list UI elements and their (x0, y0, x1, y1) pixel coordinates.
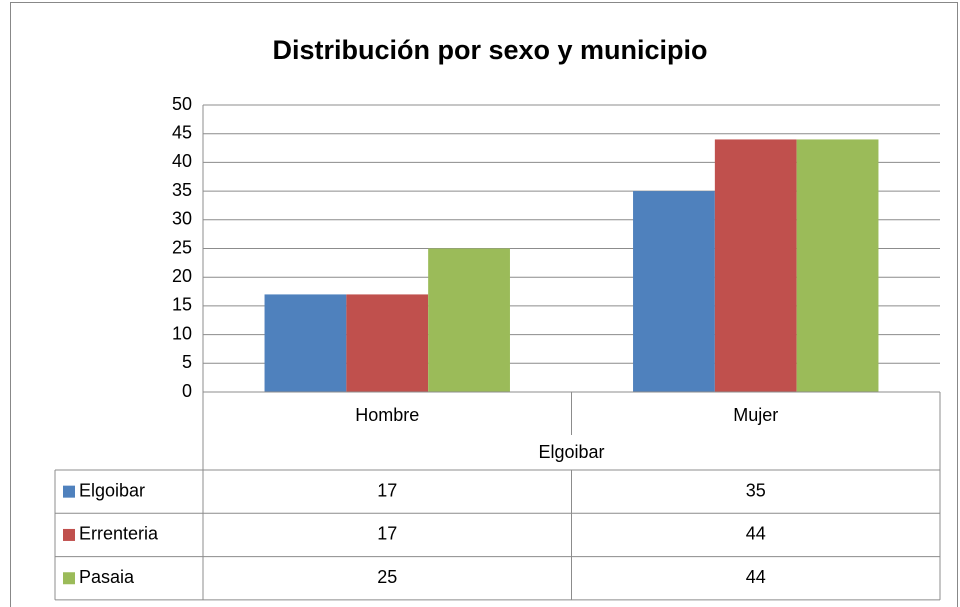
table-value: 44 (746, 524, 766, 544)
legend-key (63, 485, 75, 498)
x-tick-label: Mujer (733, 405, 778, 425)
bar (633, 191, 715, 392)
legend-key (63, 572, 75, 585)
y-tick-label: 45 (172, 122, 192, 142)
bar (796, 139, 879, 392)
legend-key (63, 528, 75, 541)
y-tick-label: 30 (172, 209, 192, 229)
y-tick-label: 10 (172, 323, 192, 343)
y-tick-label: 20 (172, 266, 192, 286)
legend-label: Elgoibar (79, 480, 145, 500)
bar (714, 139, 797, 392)
y-tick-label: 35 (172, 180, 192, 200)
table-value: 17 (377, 480, 397, 500)
x-tick-label: Hombre (355, 405, 419, 425)
y-tick-label: 5 (182, 352, 192, 372)
y-tick-label: 25 (172, 237, 192, 257)
y-tick-label: 40 (172, 151, 192, 171)
bar (264, 294, 347, 392)
table-value: 25 (377, 567, 397, 587)
bar (428, 248, 510, 392)
y-tick-label: 0 (182, 381, 192, 401)
table-value: 17 (377, 524, 397, 544)
bar (346, 294, 429, 392)
legend-label: Pasaia (79, 567, 135, 587)
legend-label: Errenteria (79, 524, 159, 544)
group-label: Elgoibar (538, 442, 604, 462)
table-value: 44 (746, 567, 766, 587)
y-tick-label: 50 (172, 94, 192, 114)
y-tick-label: 15 (172, 295, 192, 315)
chart-title: Distribución por sexo y municipio (272, 35, 707, 65)
table-value: 35 (746, 480, 766, 500)
